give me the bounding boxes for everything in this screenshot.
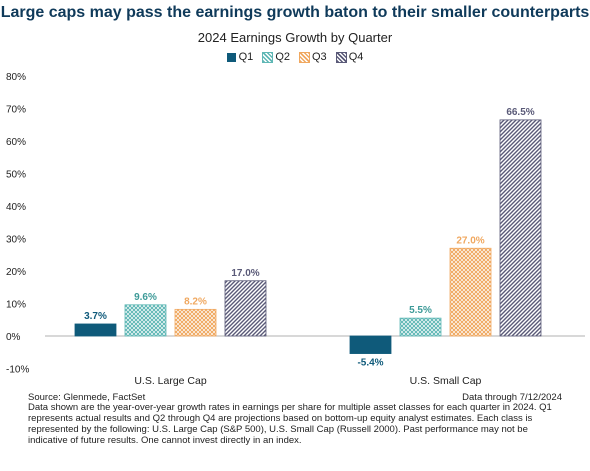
bar-q1: [349, 335, 392, 354]
legend-label: Q1: [238, 51, 254, 63]
y-tick-label: 60%: [6, 137, 26, 148]
legend-label: Q2: [275, 51, 290, 63]
data-date-text: Data through 7/12/2024: [462, 392, 562, 403]
bar-chart: -10% 0% 10% 20% 30% 40% 50% 60% 70% 80% 3.7% 9.6% 8.…: [6, 72, 585, 387]
legend-item-q4: Q4: [335, 51, 364, 63]
bar-q1: [74, 323, 117, 337]
y-tick-label: 40%: [6, 202, 26, 213]
data-label: 9.6%: [134, 292, 157, 303]
legend-swatch: [299, 51, 310, 63]
bar-q3: [174, 308, 217, 337]
data-label: 3.7%: [84, 311, 107, 322]
x-category-label: U.S. Large Cap: [134, 375, 207, 387]
chart-legend: Q1 Q2 Q3 Q4: [0, 51, 590, 63]
bar-q4: [499, 119, 542, 337]
bar-q3: [449, 247, 492, 337]
legend-swatch: [262, 51, 274, 63]
y-tick-label: 0%: [6, 332, 21, 343]
bar-q2: [124, 304, 167, 337]
y-tick-label: 50%: [6, 170, 26, 181]
bar-q2: [399, 317, 442, 337]
legend-item-q1: Q1: [226, 51, 254, 63]
legend-item-q3: Q3: [299, 51, 327, 63]
data-label: 8.2%: [184, 296, 207, 307]
legend-item-q2: Q2: [262, 51, 290, 63]
data-label: -5.4%: [357, 358, 383, 369]
y-tick-label: -10%: [6, 365, 29, 376]
legend-label: Q4: [348, 51, 364, 63]
y-tick-label: 80%: [6, 72, 26, 83]
y-tick-label: 70%: [6, 105, 26, 116]
data-label: 17.0%: [231, 268, 259, 279]
chart-subtitle: 2024 Earnings Growth by Quarter: [197, 30, 393, 45]
bar-q4: [224, 280, 267, 337]
chart-title: Large caps may pass the earnings growth …: [0, 4, 590, 21]
footnote: Data shown are the year-over-year growth…: [28, 402, 552, 446]
data-label: 27.0%: [456, 235, 484, 246]
data-label: 5.5%: [409, 305, 432, 316]
data-label: 66.5%: [506, 107, 534, 118]
y-tick-label: 10%: [6, 300, 26, 311]
y-tick-label: 30%: [6, 235, 26, 246]
legend-label: Q3: [312, 51, 327, 63]
y-tick-label: 20%: [6, 267, 26, 278]
legend-swatch: [226, 52, 236, 62]
legend-swatch: [335, 51, 347, 63]
x-category-label: U.S. Small Cap: [410, 375, 482, 387]
source-text: Source: Glenmede, FactSet: [28, 392, 146, 403]
